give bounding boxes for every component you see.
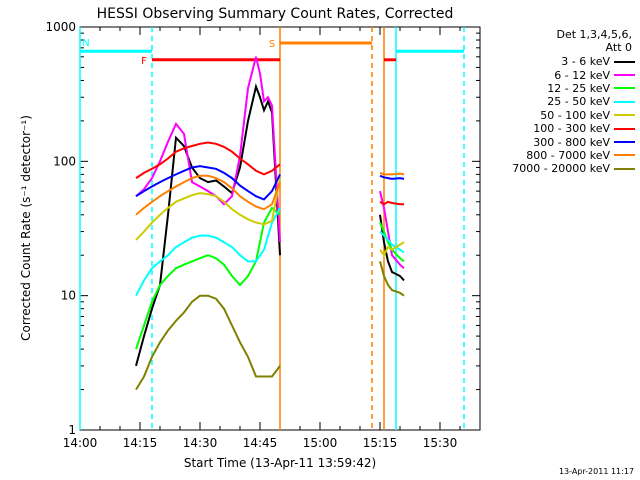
x-tick-label: 14:45 xyxy=(243,436,278,450)
legend: 3 - 6 keV 6 - 12 keV 12 - 25 keV 25 - 50 ke… xyxy=(470,55,635,176)
x-tick-label: 14:30 xyxy=(183,436,218,450)
y-tick-label: 10 xyxy=(61,289,76,303)
legend-swatch xyxy=(614,60,635,63)
legend-label: 25 - 50 keV xyxy=(547,95,610,109)
series-line xyxy=(135,177,281,241)
legend-item: 12 - 25 keV xyxy=(470,82,635,95)
x-tick-label: 14:15 xyxy=(123,436,158,450)
x-tick-label: 15:00 xyxy=(303,436,338,450)
x-axis-label: Start Time (13-Apr-11 13:59:42) xyxy=(184,456,376,470)
chart-title: HESSI Observing Summary Count Rates, Cor… xyxy=(97,6,454,22)
series-line xyxy=(135,83,281,367)
series-line xyxy=(135,294,281,391)
flag-label: S xyxy=(269,39,275,50)
series-line xyxy=(135,206,281,350)
series-line xyxy=(379,261,405,297)
series-line xyxy=(135,141,281,179)
legend-item: 100 - 300 keV xyxy=(470,122,635,135)
series-line xyxy=(379,230,405,254)
legend-swatch xyxy=(614,154,635,157)
series-line xyxy=(135,56,281,243)
series-line xyxy=(379,171,405,176)
legend-item: 300 - 800 keV xyxy=(470,135,635,149)
legend-label: 100 - 300 keV xyxy=(533,122,610,136)
flag-label: F xyxy=(141,56,147,67)
legend-header-line-2: Att 0 xyxy=(605,41,632,54)
flag-label: N xyxy=(82,38,89,49)
series-line xyxy=(135,174,281,216)
legend-swatch xyxy=(614,100,635,103)
legend-label: 3 - 6 keV xyxy=(561,55,610,69)
legend-header: Det 1,3,4,5,6, Att 0 xyxy=(556,28,632,54)
series-line xyxy=(379,241,405,258)
plot-area: 1 10 100 1000 14:00 14:15 14:30 14:45 15:00 15:15… xyxy=(45,20,481,450)
x-tick-label: 15:15 xyxy=(363,436,398,450)
legend-label: 6 - 12 keV xyxy=(554,68,610,82)
legend-header-line-1: Det 1,3,4,5,6, xyxy=(556,28,632,41)
y-tick-label: 1 xyxy=(68,423,76,437)
legend-label: 300 - 800 keV xyxy=(533,135,610,149)
legend-item: 3 - 6 keV xyxy=(470,55,635,68)
legend-item: 50 - 100 keV xyxy=(470,109,635,122)
legend-label: 12 - 25 keV xyxy=(547,81,610,95)
x-tick-label: 14:00 xyxy=(63,436,98,450)
legend-label: 50 - 100 keV xyxy=(540,108,610,122)
legend-item: 7000 - 20000 keV xyxy=(470,162,635,175)
legend-label: 800 - 7000 keV xyxy=(526,148,610,162)
x-tick-label: 15:30 xyxy=(423,436,458,450)
timestamp: 13-Apr-2011 11:17 xyxy=(558,467,634,476)
legend-item: 25 - 50 keV xyxy=(470,95,635,108)
legend-swatch xyxy=(614,114,635,117)
legend-swatch xyxy=(614,74,635,77)
series-line xyxy=(379,200,404,206)
legend-label: 7000 - 20000 keV xyxy=(512,162,610,176)
legend-swatch xyxy=(614,167,635,170)
y-axis-label: Corrected Count Rate (s⁻¹ detector⁻¹) xyxy=(19,115,33,341)
y-tick-label: 1000 xyxy=(45,20,76,34)
series-line xyxy=(379,214,405,282)
series-line xyxy=(379,222,405,263)
y-tick-label: 100 xyxy=(53,154,76,168)
series-line xyxy=(379,174,405,180)
series-line xyxy=(135,165,281,201)
legend-swatch xyxy=(614,87,635,90)
series-line xyxy=(135,207,281,297)
legend-item: 800 - 7000 keV xyxy=(470,149,635,162)
legend-swatch xyxy=(614,141,635,144)
legend-item: 6 - 12 keV xyxy=(470,68,635,82)
legend-swatch xyxy=(614,127,635,130)
